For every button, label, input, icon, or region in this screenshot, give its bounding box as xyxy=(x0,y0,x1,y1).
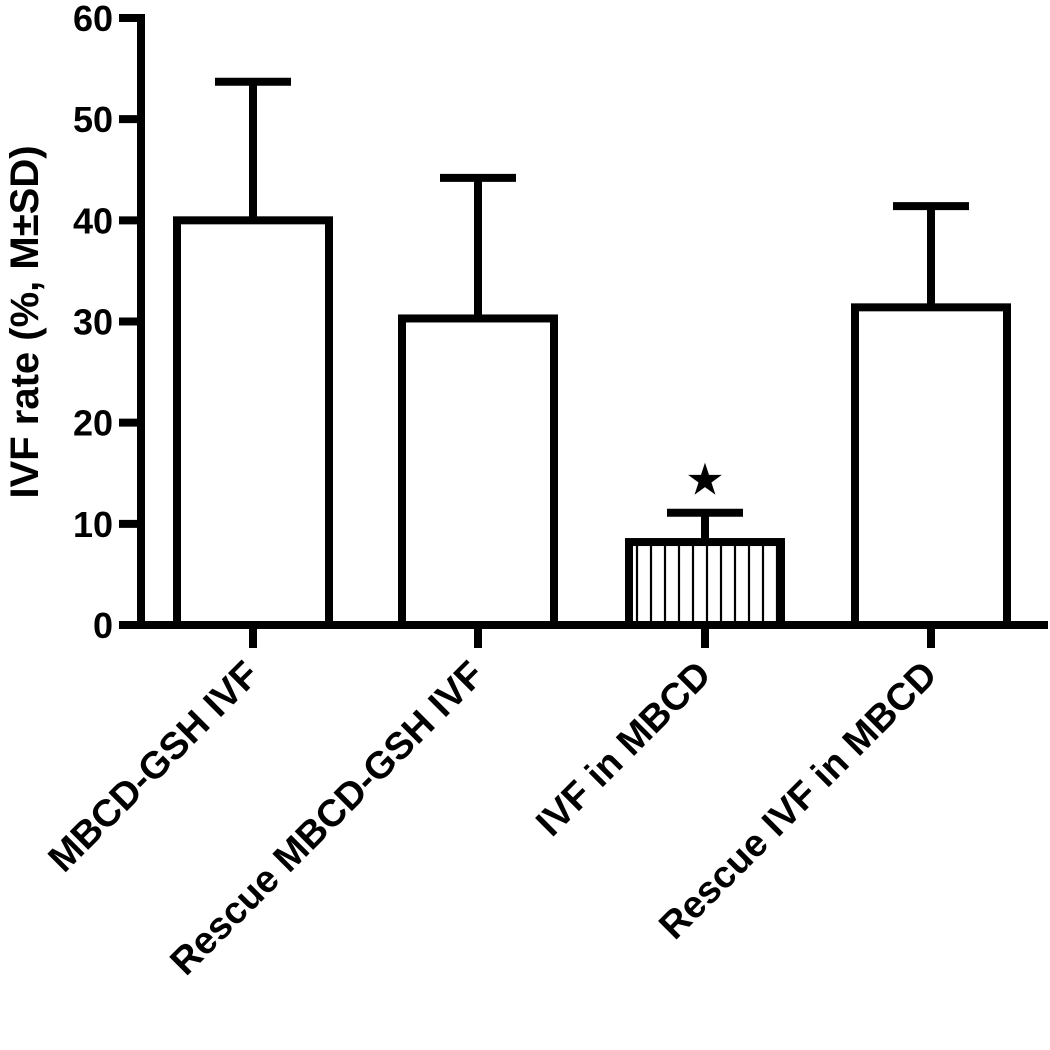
y-tick-label: 50 xyxy=(73,99,113,140)
y-tick-label: 0 xyxy=(93,605,113,646)
bar-rescue-mbcd-gsh-ivf xyxy=(398,314,558,629)
axes xyxy=(119,14,1048,648)
error-bars xyxy=(215,77,969,543)
bar-ivf-in-mbcd xyxy=(625,538,785,629)
y-axis-title: IVF rate (%, M±SD) xyxy=(3,145,47,498)
bar-mbcd-gsh-ivf xyxy=(173,216,333,629)
category-label-ivf-in-mbcd: IVF in MBCD xyxy=(528,654,719,845)
significance-star: ★ xyxy=(685,455,724,506)
y-tick-label: 20 xyxy=(73,403,113,444)
bar-rescue-ivf-in-mbcd xyxy=(851,303,1011,629)
y-tick-label: 60 xyxy=(73,0,113,39)
bars xyxy=(173,216,1011,629)
y-tick-label: 30 xyxy=(73,302,113,343)
category-label-mbcd-gsh-ivf: MBCD-GSH IVF xyxy=(41,654,268,881)
y-tick-label: 10 xyxy=(73,504,113,545)
y-tick-label: 40 xyxy=(73,200,113,241)
